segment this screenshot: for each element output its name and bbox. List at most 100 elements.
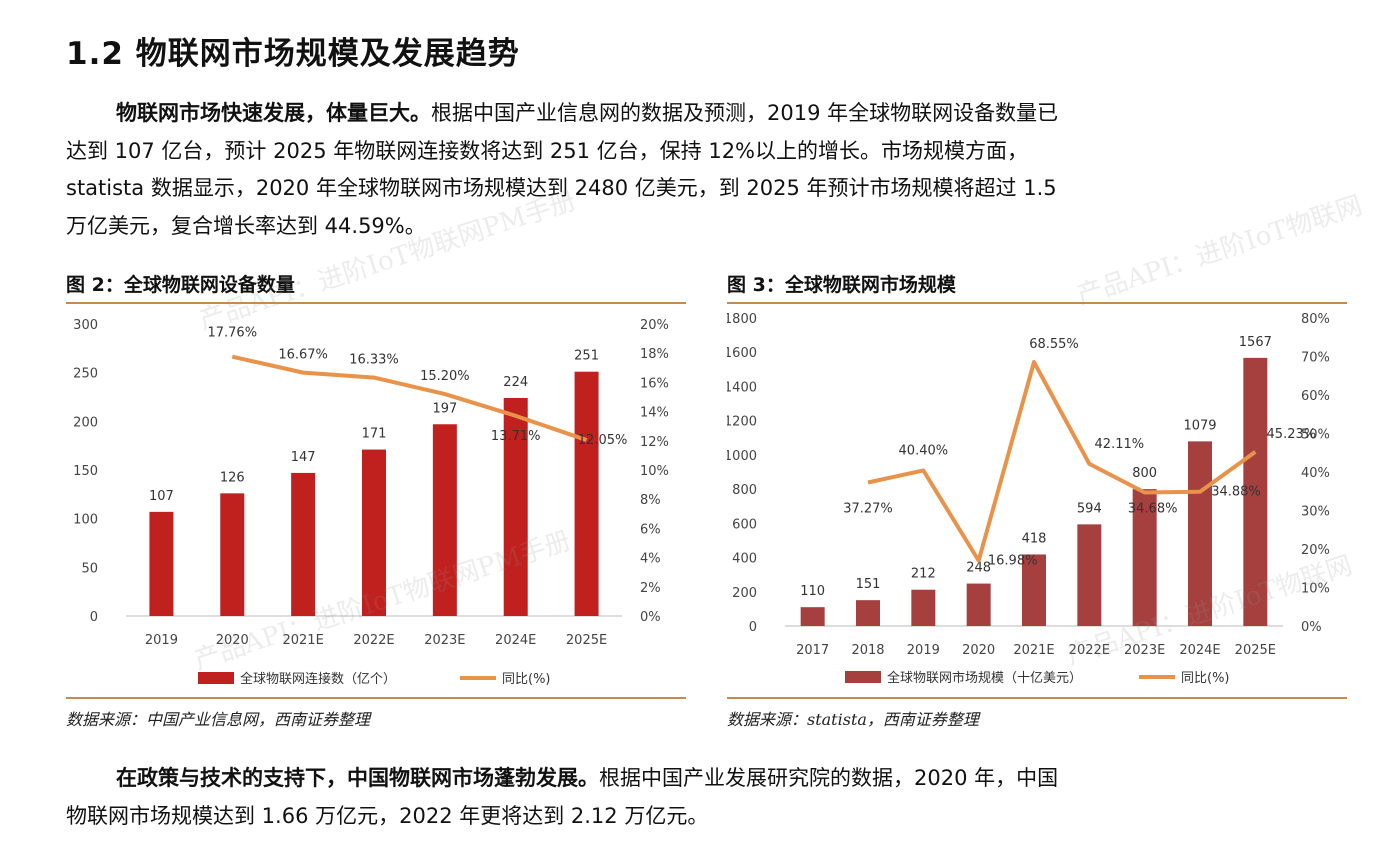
fig3-bar-label: 151 (856, 577, 881, 592)
fig2-y2-tick: 4% (640, 552, 661, 567)
fig3-bar (856, 600, 880, 626)
fig3-y-tick: 1800 (727, 312, 757, 327)
fig2-line-label: 16.33% (349, 353, 399, 368)
fig3-bar-label: 1079 (1183, 418, 1216, 433)
figure-2-title: 图 2：全球物联网设备数量 (66, 274, 295, 296)
fig3-y2-tick: 40% (1301, 466, 1330, 481)
fig2-y2-tick: 16% (640, 376, 669, 391)
fig2-bar-label: 126 (220, 470, 245, 485)
fig3-line-label: 37.27% (843, 502, 893, 517)
fig3-bar (800, 607, 825, 626)
fig2-line-label: 16.67% (278, 348, 328, 363)
fig3-legend-line-label: 同比(%) (1181, 671, 1230, 686)
fig3-bar-label: 418 (1022, 531, 1047, 546)
fig2-y2-tick: 10% (640, 464, 669, 479)
fig2-y2-tick: 12% (640, 435, 669, 450)
fig3-line-label: 34.88% (1211, 485, 1261, 500)
fig3-y-tick: 1600 (727, 346, 757, 361)
fig2-y-tick: 200 (73, 415, 98, 430)
fig2-y2-tick: 20% (640, 318, 669, 333)
fig3-x-tick: 2025E (1235, 643, 1276, 658)
fig3-y2-tick: 70% (1301, 351, 1330, 366)
fig2-bar-label: 147 (291, 450, 316, 465)
fig2-x-tick: 2024E (495, 633, 536, 648)
figure-3-svg: 0 200 400 600 800 1000 1200 1400 1600 1800 0% 10% 20… (724, 312, 1330, 686)
fig3-bar (1188, 441, 1212, 626)
fig3-y2-tick: 50% (1301, 428, 1330, 443)
fig3-bar (1132, 489, 1157, 626)
fig3-bar (1243, 357, 1268, 626)
fig3-line-label: 40.40% (899, 443, 949, 458)
fig3-x-tick: 2019 (907, 643, 940, 658)
paragraph-1-lead: 物联网市场快速发展，体量巨大。 (116, 101, 431, 125)
fig3-bar-label: 110 (800, 584, 825, 599)
fig3-y2-tick: 30% (1301, 505, 1330, 520)
fig3-y-tick: 200 (732, 586, 757, 601)
figure-2-chart: 0 50 100 150 200 250 300 0% 2% 4% 6% 8% 10% 12% 14% 16%… (66, 304, 686, 696)
paragraph-2-lead: 在政策与技术的支持下，中国物联网市场蓬勃发展。 (116, 766, 599, 790)
fig2-y-tick: 100 (73, 513, 98, 528)
fig2-y2-tick: 18% (640, 347, 669, 362)
fig3-x-tick: 2022E (1069, 643, 1110, 658)
fig2-y2-tick: 14% (640, 406, 669, 421)
fig2-bar (432, 424, 457, 616)
fig2-y-tick: 150 (73, 464, 98, 479)
fig3-bar (911, 589, 936, 626)
fig3-x-tick: 2024E (1179, 643, 1220, 658)
fig3-y2-tick: 60% (1301, 389, 1330, 404)
fig3-y-tick: 1400 (727, 380, 757, 395)
fig3-bar (1077, 524, 1102, 626)
fig2-x-tick: 2025E (566, 633, 607, 648)
fig3-y-tick: 1200 (727, 415, 757, 430)
figure-3-top-rule (727, 302, 1347, 304)
fig2-bar (291, 472, 316, 616)
fig2-x-tick: 2022E (353, 633, 394, 648)
figure-2-svg: 0 50 100 150 200 250 300 0% 2% 4% 6% 8% 10% 12% 14% 16%… (73, 318, 669, 687)
fig3-y2-tick: 10% (1301, 582, 1330, 597)
fig3-bar (966, 583, 991, 626)
fig3-line-series (867, 360, 1257, 563)
paragraph-1-body: 根据中国产业信息网的数据及预测，2019 年全球物联网设备数量已达到 107 亿… (66, 101, 1059, 238)
fig2-legend-line-label: 同比(%) (502, 672, 551, 687)
fig3-x-tick: 2023E (1124, 643, 1165, 658)
fig2-line-series (231, 354, 588, 442)
fig3-y-tick: 0 (749, 620, 757, 635)
fig3-legend-bar-label: 全球物联网市场规模（十亿美元） (887, 670, 1082, 686)
section-title: 1.2 物联网市场规模及发展趋势 (66, 36, 520, 72)
fig3-line-label: 45.23% (1267, 427, 1317, 442)
fig2-y2-tick: 2% (640, 581, 661, 596)
figure-2-bottom-rule (66, 697, 686, 699)
fig3-y-tick: 400 (732, 552, 757, 567)
paragraph-2: 在政策与技术的支持下，中国物联网市场蓬勃发展。根据中国产业发展研究院的数据，20… (66, 760, 1076, 835)
fig3-x-tick: 2017 (796, 643, 829, 658)
fig3-x-tick: 2020 (962, 643, 995, 658)
fig3-y2-tick: 80% (1301, 312, 1330, 327)
fig2-bar-label: 224 (503, 375, 528, 390)
fig3-bar-label: 594 (1077, 501, 1102, 516)
fig3-y2-tick: 20% (1301, 543, 1330, 558)
fig2-bar (362, 449, 386, 616)
fig2-bar-label: 251 (574, 349, 599, 364)
fig2-y2-tick: 0% (640, 610, 661, 625)
figure-3-chart: 0 200 400 600 800 1000 1200 1400 1600 1800 0% 10% 20… (724, 304, 1347, 696)
figure-3-source: 数据来源：statista，西南证券整理 (727, 710, 979, 729)
figure-3-bottom-rule (727, 697, 1347, 699)
fig2-y-tick: 250 (73, 367, 98, 382)
fig2-bar (574, 371, 599, 616)
fig3-x-tick: 2018 (851, 643, 884, 658)
paragraph-2-body: 根据中国产业发展研究院的数据，2020 年，中国物联网市场规模达到 1.66 万… (66, 766, 1059, 828)
fig2-x-tick: 2020 (216, 633, 249, 648)
fig2-x-tick: 2023E (424, 633, 465, 648)
figure-2-source: 数据来源：中国产业信息网，西南证券整理 (66, 710, 371, 729)
fig2-x-tick: 2019 (145, 633, 178, 648)
fig3-y-tick: 800 (732, 483, 757, 498)
fig2-bar (503, 397, 528, 616)
fig3-line-label: 34.68% (1128, 501, 1178, 516)
fig3-bar-label: 800 (1132, 466, 1157, 481)
fig3-line-label: 16.98% (988, 554, 1038, 569)
fig3-bar-label: 212 (911, 567, 936, 582)
fig3-y2-tick: 0% (1301, 620, 1322, 635)
watermark-2: 产品API：进阶IoT物联网 (1073, 190, 1366, 312)
fig3-bar-label: 248 (966, 561, 991, 576)
fig3-y-tick: 600 (732, 517, 757, 532)
